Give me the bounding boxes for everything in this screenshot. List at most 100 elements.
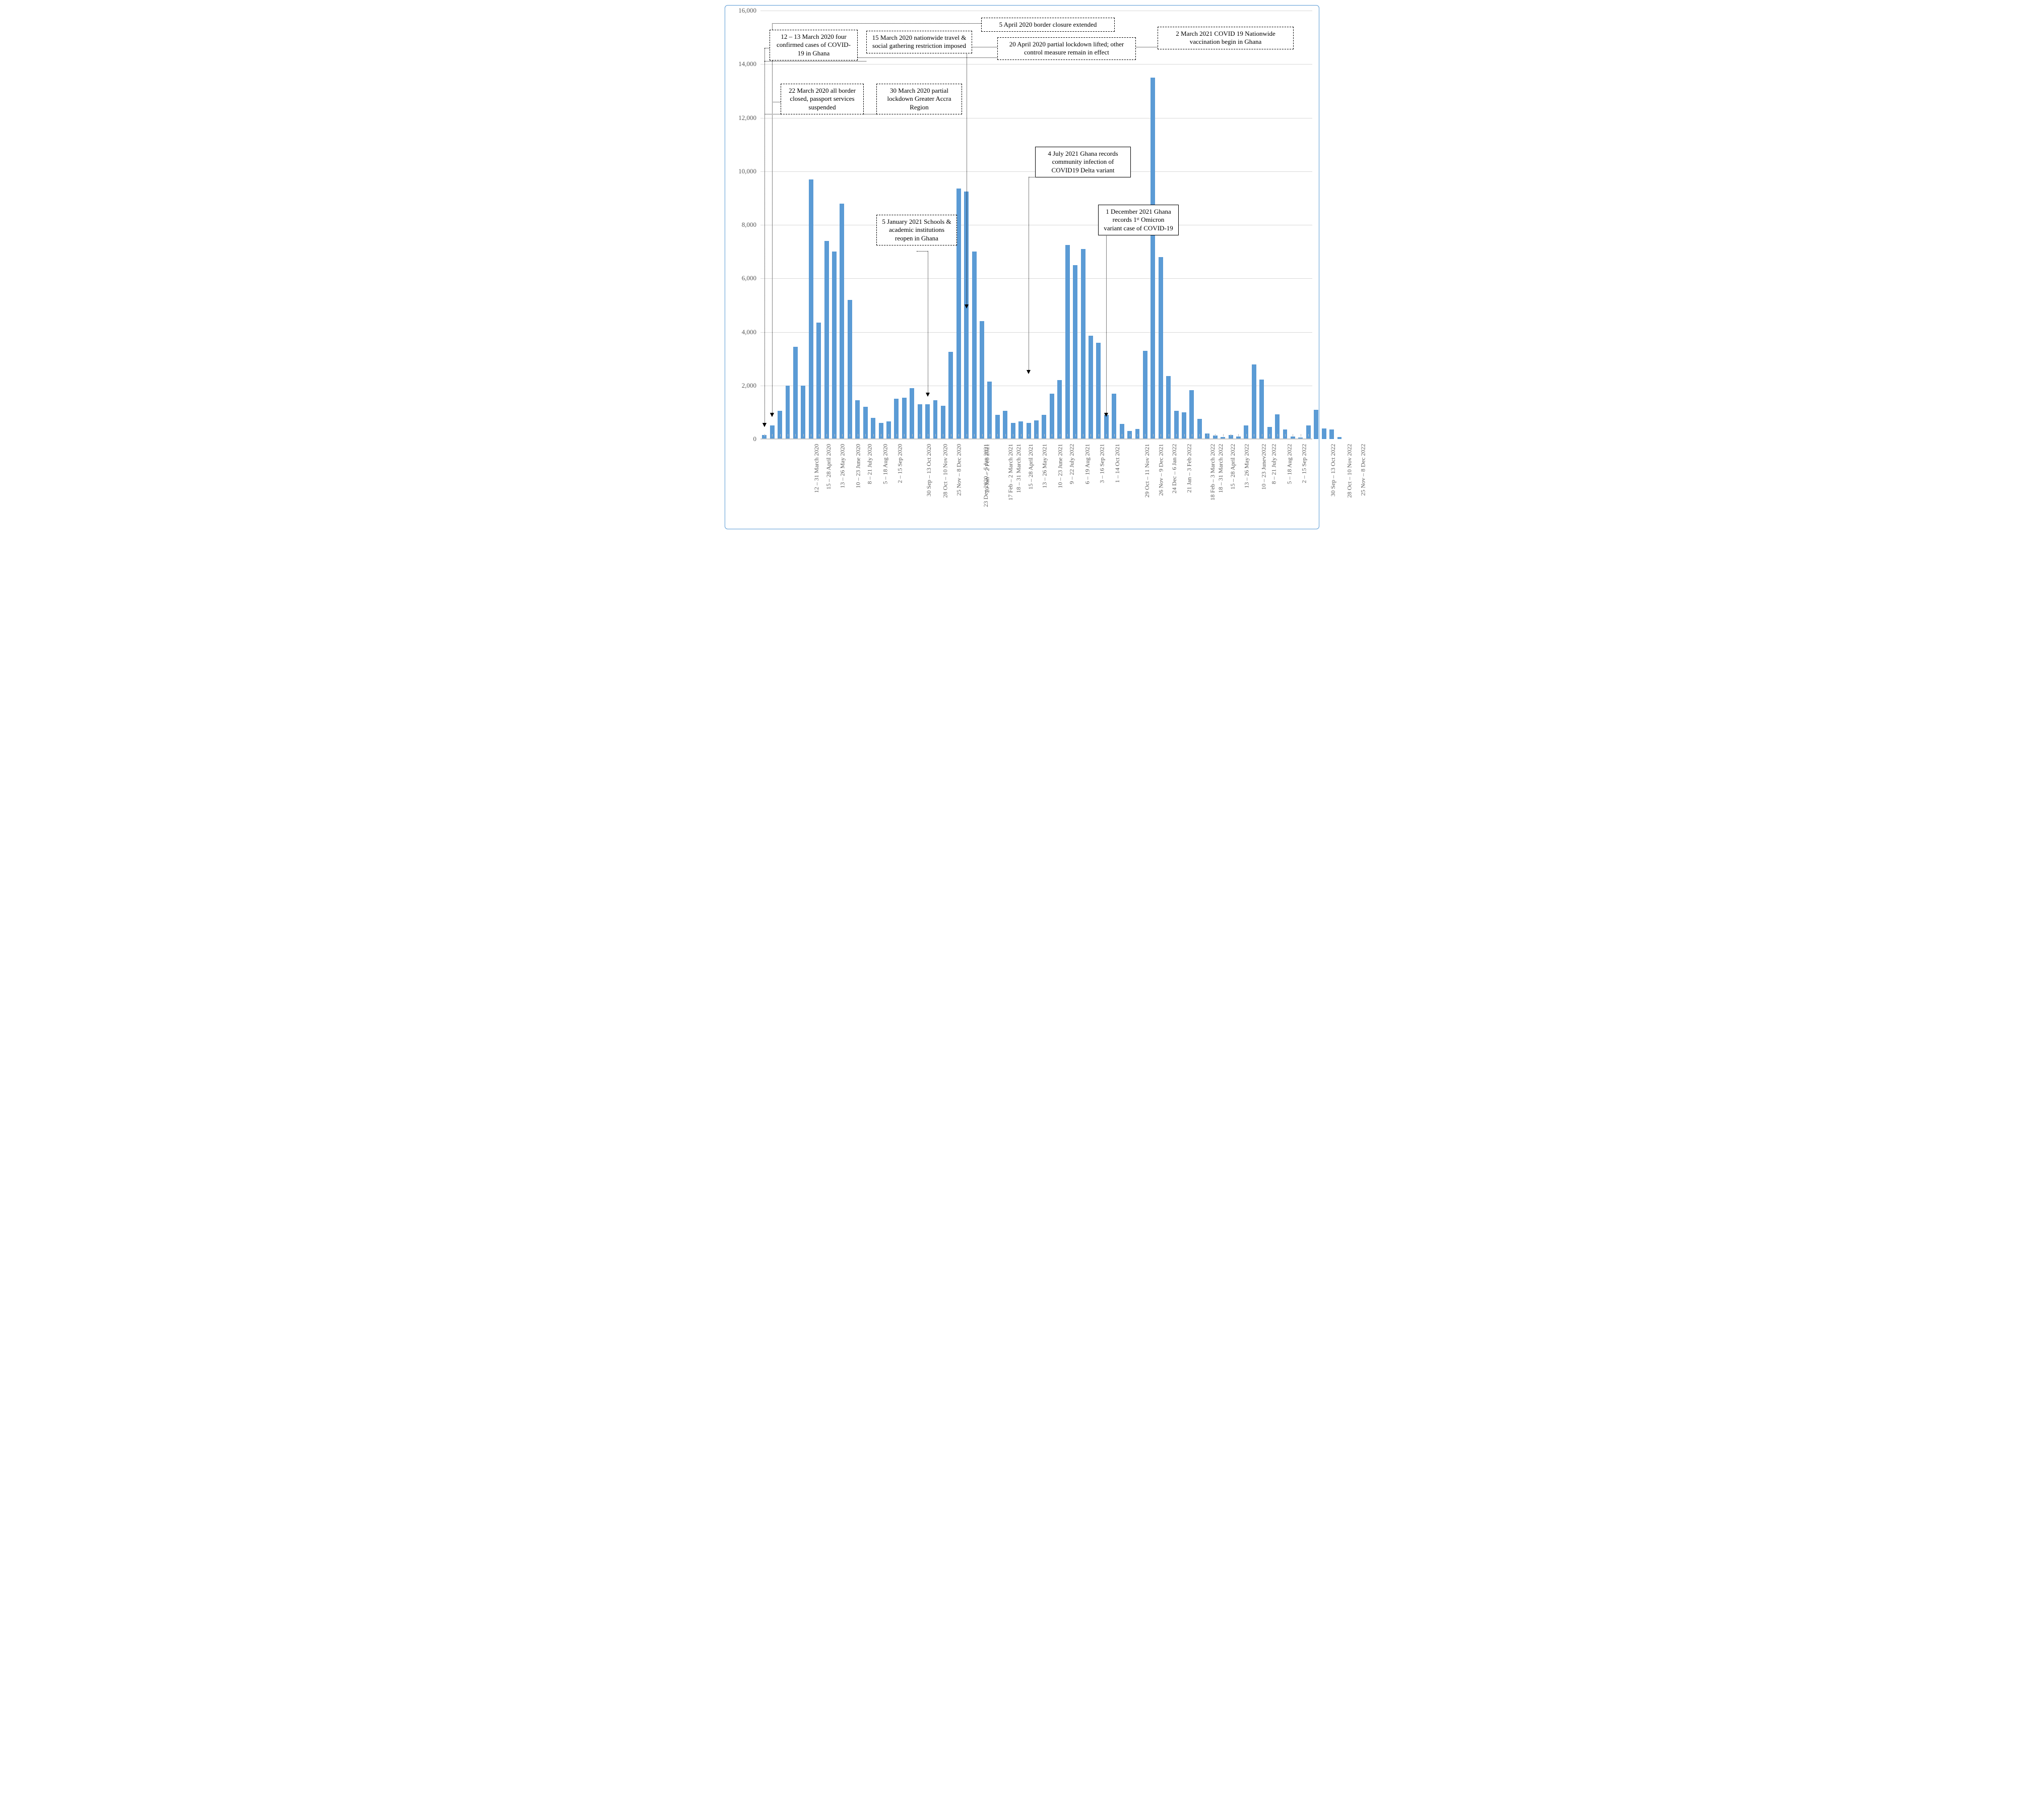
x-tick-label: 26 Nov – 9 Dec 2021 (1158, 444, 1165, 496)
gridline (760, 439, 1312, 440)
x-tick-mark (772, 434, 773, 437)
bar (902, 398, 907, 439)
bar (840, 204, 844, 440)
bar (1011, 423, 1015, 439)
x-tick-mark (1308, 434, 1309, 437)
y-tick-label: 4,000 (726, 328, 756, 336)
x-tick-label: 10 – 23 June 2021 (1057, 444, 1064, 488)
x-tick-label: 15 – 28 April 2021 (1027, 444, 1035, 490)
bar (1151, 78, 1155, 439)
x-tick-label: 18 – 31 March 2021 (1015, 444, 1023, 493)
x-tick-mark (1114, 434, 1115, 437)
x-tick-mark (764, 434, 765, 437)
bar (987, 382, 992, 439)
annotation-box: 15 March 2020 nationwide travel & social… (866, 31, 972, 53)
x-axis-labels: 12 – 31 March 2020 15 – 28 April 2020 13 –… (760, 440, 1312, 526)
bars-group (760, 11, 1312, 439)
bar (1337, 437, 1342, 439)
annotation-box: 1 December 2021 Ghana records 1ˢᵗ Omicro… (1098, 205, 1179, 235)
x-tick-label: 5 – 18 Aug 2020 (881, 444, 889, 484)
x-tick-mark (1199, 434, 1200, 437)
x-tick-label: 30 Sep – 13 Oct 2020 (925, 444, 932, 497)
x-tick-label: 29 Oct – 11 Nov 2021 (1144, 444, 1152, 498)
x-tick-mark (1223, 434, 1224, 437)
bar (1267, 427, 1272, 439)
bar (1252, 364, 1256, 439)
bar (786, 386, 790, 439)
x-tick-mark (904, 434, 905, 437)
bar (809, 179, 813, 439)
x-tick-mark (1269, 434, 1270, 437)
annotation-box: 12 – 13 March 2020 four confirmed cases … (770, 30, 858, 60)
x-tick-label: 15 – 28 April 2022 (1229, 444, 1237, 490)
x-tick-mark (1005, 434, 1006, 437)
x-tick-label: 13 – 26 May 2021 (1041, 444, 1049, 488)
annotation-box: 20 April 2020 partial lockdown lifted; o… (997, 37, 1136, 60)
x-tick-label: 8 – 21 July 2020 (866, 444, 874, 484)
bar (1314, 410, 1318, 439)
y-tick-label: 10,000 (726, 167, 756, 175)
x-tick-mark (1176, 434, 1177, 437)
x-tick-mark (1044, 434, 1045, 437)
bar (879, 423, 883, 439)
x-tick-label: 20 Jan – 2 Feb 2021 (984, 444, 991, 493)
bar (964, 192, 969, 439)
x-tick-label: 25 Nov – 8 Dec 2022 (1360, 444, 1367, 496)
x-tick-mark (1184, 434, 1185, 437)
plot-area (760, 11, 1312, 439)
x-tick-label: 10 – 23 June 2020 (855, 444, 862, 488)
x-tick-label: 28 Oct – 10 Nov 2022 (1346, 444, 1354, 498)
x-tick-label: 18 – 31 March 2022 (1217, 444, 1225, 493)
bar (1081, 249, 1085, 439)
x-tick-mark (1215, 434, 1216, 437)
bar (855, 400, 860, 439)
y-tick-label: 2,000 (726, 382, 756, 390)
x-tick-label: 1 – 14 Oct 2021 (1113, 444, 1121, 483)
bar (980, 321, 984, 439)
bar (1259, 380, 1264, 439)
covid-timeline-chart: 02,0004,0006,0008,00010,00012,00014,0001… (725, 5, 1319, 529)
x-tick-label: 3 – 16 Sep 2021 (1098, 444, 1106, 483)
x-tick-mark (795, 434, 796, 437)
bar (933, 400, 938, 439)
x-tick-label: 15 – 28 April 2020 (825, 444, 833, 490)
x-tick-mark (1246, 434, 1247, 437)
bar (1096, 343, 1101, 439)
x-tick-mark (1207, 434, 1208, 437)
x-tick-label: 25 Nov – 8 Dec 2020 (955, 444, 963, 496)
bar (1089, 336, 1093, 439)
bar (1057, 380, 1062, 439)
bar (956, 189, 961, 439)
x-tick-label: 12 – 31 March 2020 (813, 444, 820, 493)
y-tick-label: 6,000 (726, 274, 756, 282)
bar (1027, 423, 1031, 439)
x-tick-mark (1153, 434, 1154, 437)
x-tick-label: 18 Feb – 3 March 2022 (1209, 444, 1217, 501)
annotation-box: 22 March 2020 all border closed, passpor… (781, 84, 864, 114)
bar (793, 347, 798, 439)
x-tick-label: 24 Dec – 6 Jan 2022 (1171, 444, 1178, 493)
x-tick-mark (1067, 434, 1068, 437)
x-tick-mark (982, 434, 983, 437)
bar (832, 252, 837, 439)
x-tick-mark (1106, 434, 1107, 437)
x-tick-label: 21 Jan – 3 Feb 2022 (1185, 444, 1193, 493)
y-tick-label: 12,000 (726, 114, 756, 122)
x-tick-mark (935, 434, 936, 437)
bar (801, 386, 805, 439)
annotation-box: 30 March 2020 partial lockdown Greater A… (876, 84, 962, 114)
x-tick-mark (873, 434, 874, 437)
y-tick-label: 14,000 (726, 60, 756, 68)
x-tick-label: 2 – 15 Sep 2020 (896, 444, 904, 483)
annotation-box: 5 April 2020 border closure extended (981, 18, 1115, 32)
bar (770, 425, 775, 439)
bar (1306, 425, 1311, 439)
x-tick-label: 17 Feb – 2 March 2021 (1007, 444, 1014, 501)
x-tick-mark (865, 434, 866, 437)
bar (1189, 390, 1194, 439)
bar (1120, 424, 1124, 439)
x-tick-mark (1285, 434, 1286, 437)
bar (1065, 245, 1070, 439)
x-tick-mark (997, 434, 998, 437)
bar (848, 300, 852, 439)
